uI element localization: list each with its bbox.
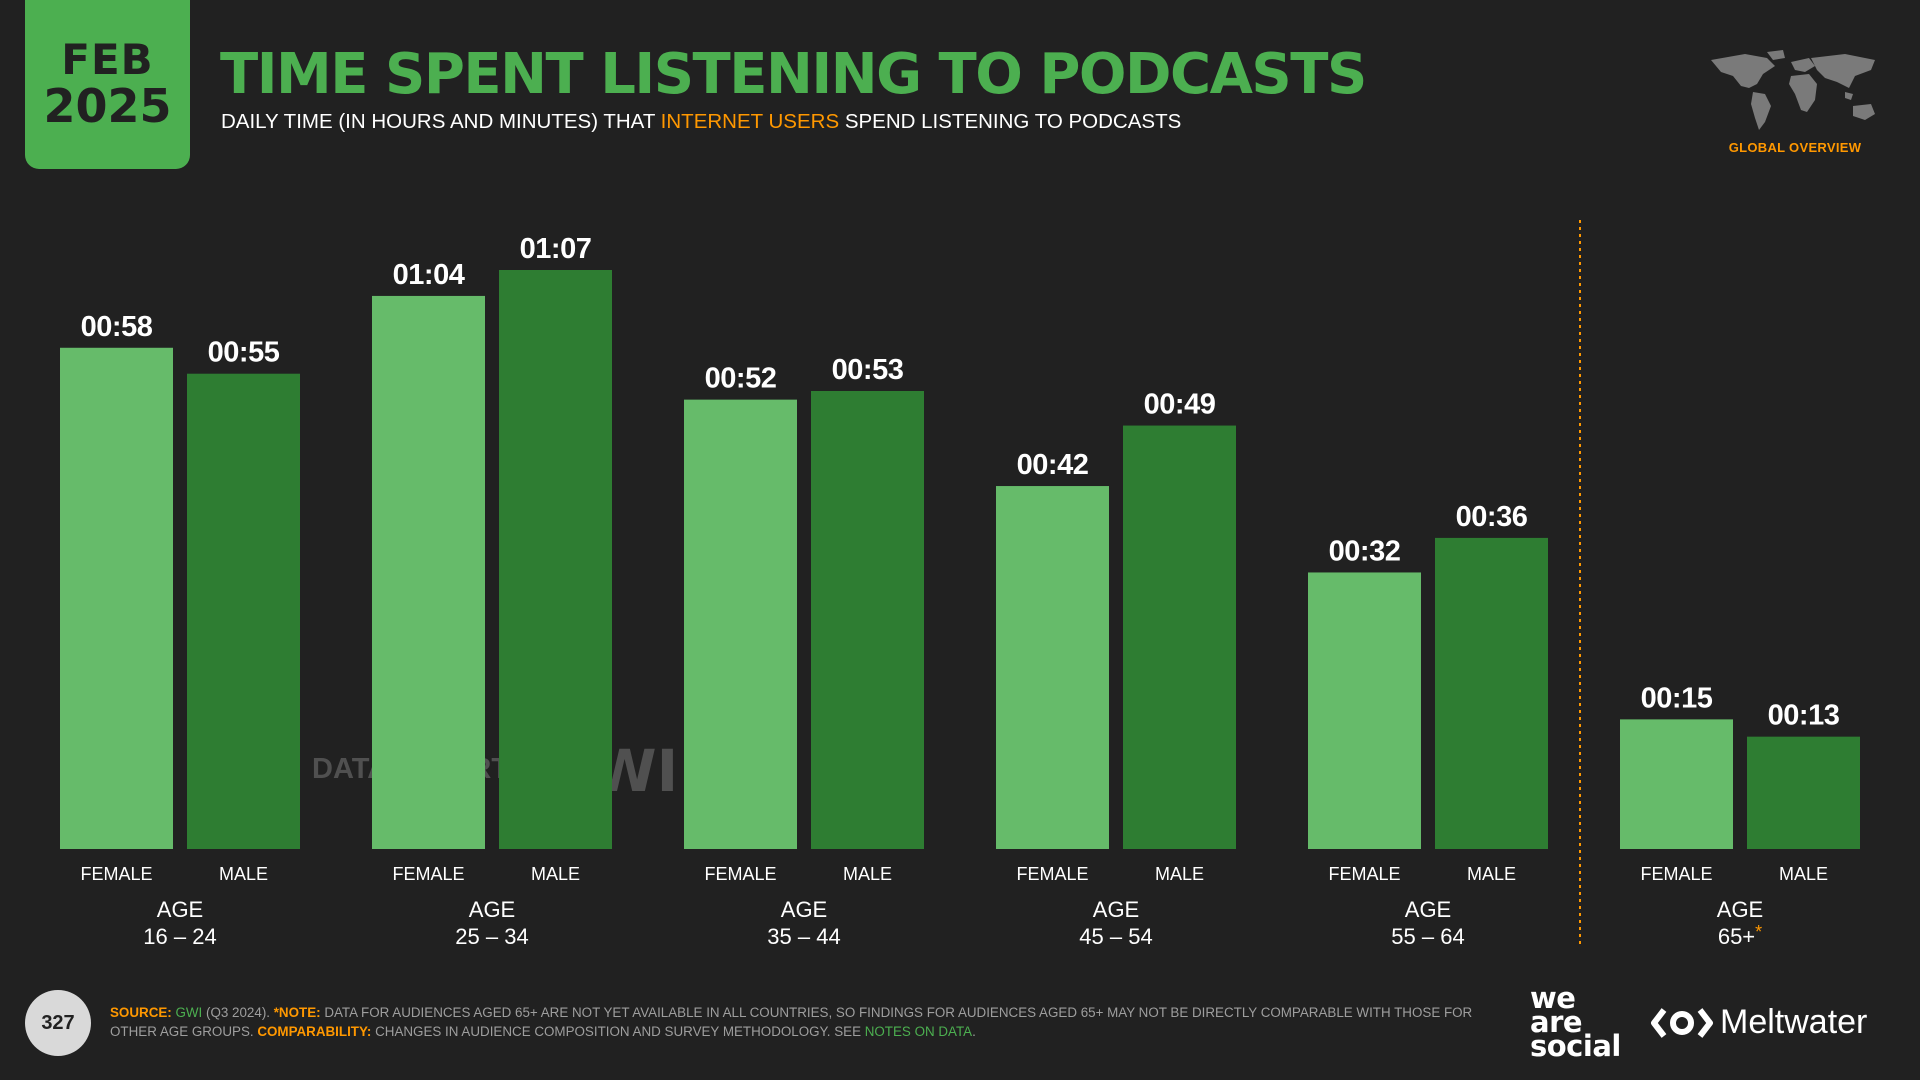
category-note-marker: * bbox=[1755, 922, 1762, 942]
value-label: 00:58 bbox=[81, 311, 153, 343]
bar-male-3 bbox=[1123, 425, 1236, 849]
date-year: 2025 bbox=[43, 79, 172, 134]
subtitle-post: SPEND LISTENING TO PODCASTS bbox=[839, 110, 1182, 133]
meltwater-mark-icon bbox=[1651, 1007, 1713, 1038]
value-label: 00:52 bbox=[705, 363, 777, 395]
value-label: 00:15 bbox=[1641, 682, 1713, 714]
category-label: 35 – 44 bbox=[767, 924, 840, 949]
series-label: MALE bbox=[219, 864, 268, 884]
category-value: 55 – 64 bbox=[1391, 924, 1464, 949]
note-label: *NOTE: bbox=[273, 1005, 321, 1020]
source-period: (Q3 2024). bbox=[202, 1005, 274, 1020]
was-line-3: social bbox=[1530, 1029, 1621, 1063]
series-label: MALE bbox=[843, 864, 892, 884]
subtitle-pre: DAILY TIME (IN HOURS AND MINUTES) THAT bbox=[221, 110, 661, 133]
series-label: FEMALE bbox=[1328, 864, 1400, 884]
meltwater-logo: Meltwater bbox=[1650, 1003, 1867, 1042]
comparability-label: COMPARABILITY: bbox=[257, 1024, 372, 1039]
bar-male-1 bbox=[499, 270, 612, 849]
bar-female-0 bbox=[60, 347, 173, 849]
bar-male-5 bbox=[1747, 736, 1860, 849]
notes-on-data-link[interactable]: NOTES ON DATA bbox=[864, 1024, 973, 1039]
comparability-text: CHANGES IN AUDIENCE COMPOSITION AND SURV… bbox=[371, 1024, 865, 1039]
value-label: 00:49 bbox=[1144, 389, 1216, 421]
subtitle-highlight: INTERNET USERS bbox=[660, 110, 840, 133]
watermark: DATAREPORTAL GWI. bbox=[272, 737, 700, 805]
bar-female-3 bbox=[996, 486, 1109, 849]
series-label: FEMALE bbox=[1640, 864, 1712, 884]
value-label: 00:13 bbox=[1768, 700, 1840, 732]
category-label: 45 – 54 bbox=[1079, 924, 1152, 949]
series-label: FEMALE bbox=[704, 864, 776, 884]
source-gwi: GWI bbox=[175, 1005, 203, 1020]
group-title: AGE bbox=[157, 897, 203, 922]
group-title: AGE bbox=[781, 897, 827, 922]
footer-end: . bbox=[972, 1024, 976, 1039]
series-label: MALE bbox=[531, 864, 580, 884]
bar-female-1 bbox=[372, 295, 485, 849]
group-title: AGE bbox=[469, 897, 515, 922]
region-label: GLOBAL OVERVIEW bbox=[1728, 140, 1862, 155]
value-label: 00:42 bbox=[1017, 449, 1089, 481]
series-label: MALE bbox=[1779, 864, 1828, 884]
series-label: FEMALE bbox=[1016, 864, 1088, 884]
was-line-1: we bbox=[1530, 981, 1576, 1015]
footer-notes: SOURCE: GWI (Q3 2024). *NOTE: DATA FOR A… bbox=[110, 1003, 1490, 1041]
bar-male-0 bbox=[187, 373, 300, 849]
bar-male-2 bbox=[811, 390, 924, 849]
page-number: 327 bbox=[25, 990, 91, 1056]
we-are-social-logo: we are social bbox=[1530, 981, 1621, 1063]
source-label: SOURCE: bbox=[110, 1005, 172, 1020]
value-label: 01:04 bbox=[393, 259, 465, 291]
series-label: FEMALE bbox=[80, 864, 152, 884]
group-title: AGE bbox=[1093, 897, 1139, 922]
value-label: 00:55 bbox=[208, 337, 280, 369]
note-text: DATA FOR AUDIENCES AGED 65+ ARE NOT YET … bbox=[110, 1005, 1473, 1039]
date-month: FEB bbox=[61, 35, 154, 85]
series-label: FEMALE bbox=[392, 864, 464, 884]
page-title: TIME SPENT LISTENING TO PODCASTS bbox=[220, 42, 1367, 107]
value-label: 00:32 bbox=[1329, 535, 1401, 567]
was-line-2: are bbox=[1530, 1005, 1583, 1039]
value-label: 01:07 bbox=[520, 233, 592, 265]
category-value: 45 – 54 bbox=[1079, 924, 1152, 949]
category-value: 25 – 34 bbox=[455, 924, 528, 949]
category-label: 65+* bbox=[1718, 922, 1762, 949]
bar-male-4 bbox=[1435, 537, 1548, 849]
page-subtitle: DAILY TIME (IN HOURS AND MINUTES) THAT I… bbox=[221, 110, 1181, 134]
value-label: 00:36 bbox=[1456, 501, 1528, 533]
category-value: 16 – 24 bbox=[143, 924, 216, 949]
value-label: 00:53 bbox=[832, 354, 904, 386]
date-badge: FEB 2025 bbox=[25, 0, 190, 169]
group-title: AGE bbox=[1717, 897, 1763, 922]
series-label: MALE bbox=[1155, 864, 1204, 884]
category-label: 16 – 24 bbox=[143, 924, 216, 949]
region-indicator: GLOBAL OVERVIEW bbox=[1705, 48, 1885, 155]
meltwater-wordmark: Meltwater bbox=[1720, 1003, 1868, 1041]
bar-female-2 bbox=[684, 399, 797, 849]
category-value: 35 – 44 bbox=[767, 924, 840, 949]
bar-chart: DATAREPORTAL GWI. 00:58 FEMALE 00:55 MALE AG… bbox=[60, 220, 1860, 949]
world-map-icon bbox=[1711, 50, 1875, 130]
category-label: 55 – 64 bbox=[1391, 924, 1464, 949]
bar-female-4 bbox=[1308, 572, 1421, 849]
series-label: MALE bbox=[1467, 864, 1516, 884]
group-title: AGE bbox=[1405, 897, 1451, 922]
category-value: 65+ bbox=[1718, 924, 1755, 949]
category-label: 25 – 34 bbox=[455, 924, 528, 949]
bar-female-5 bbox=[1620, 719, 1733, 849]
